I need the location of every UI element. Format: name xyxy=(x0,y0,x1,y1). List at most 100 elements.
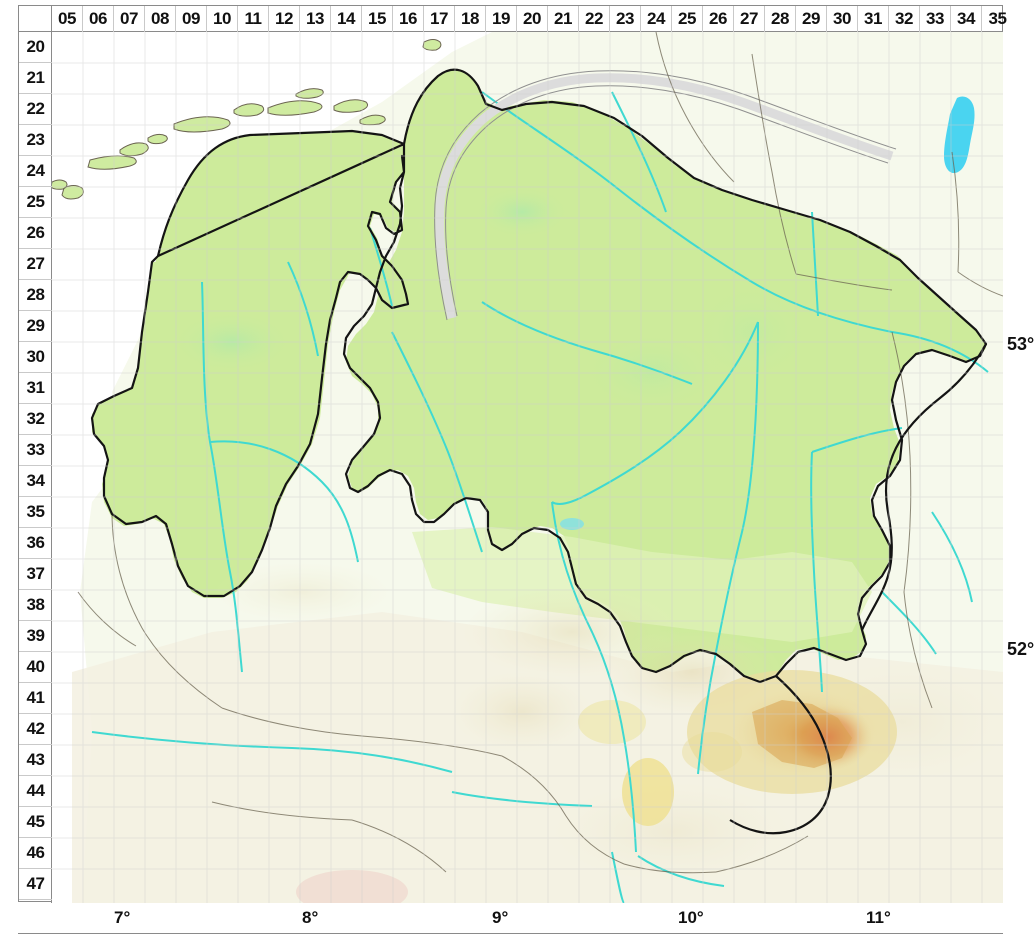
island-small-far-w xyxy=(52,179,68,190)
row-label-26: 26 xyxy=(19,218,52,249)
state-border-harz-south xyxy=(729,675,832,835)
row-label-30: 30 xyxy=(19,342,52,373)
col-label-13: 13 xyxy=(300,6,331,32)
valley-yellow-3 xyxy=(682,732,742,772)
row-label-34: 34 xyxy=(19,466,52,497)
row-label-31: 31 xyxy=(19,373,52,404)
row-label-23: 23 xyxy=(19,125,52,156)
row-label-22: 22 xyxy=(19,94,52,125)
row-label-45: 45 xyxy=(19,807,52,838)
bottom-frame-rule xyxy=(18,933,1003,934)
river-elbe-side xyxy=(891,331,989,373)
river-ems xyxy=(201,281,243,673)
col-label-22: 22 xyxy=(579,6,610,32)
river-leine xyxy=(697,321,759,775)
river-small-ne xyxy=(811,427,903,453)
lon-label-9: 9° xyxy=(492,908,509,927)
state-border-east-segment xyxy=(860,343,987,631)
island-neuwerk xyxy=(422,39,442,51)
river-coast-1 xyxy=(287,261,319,357)
lon-label-10: 10° xyxy=(678,908,704,927)
river-hunte xyxy=(391,331,483,553)
tan-patch-teutoburg xyxy=(212,562,392,622)
col-label-09: 09 xyxy=(176,6,207,32)
col-label-16: 16 xyxy=(393,6,424,32)
lowland-light-green-wash xyxy=(412,527,872,642)
lat-label-53: 53° xyxy=(1007,334,1035,354)
marsh-blob-geest xyxy=(692,282,812,382)
col-label-28: 28 xyxy=(765,6,796,32)
river-aller xyxy=(551,321,759,505)
island-langeoog xyxy=(173,116,231,133)
col-label-12: 12 xyxy=(269,6,300,32)
elbe-estuary-channel xyxy=(435,73,894,319)
col-label-33: 33 xyxy=(920,6,951,32)
col-label-14: 14 xyxy=(331,6,362,32)
river-lippe xyxy=(91,731,453,773)
row-label-47: 47 xyxy=(19,869,52,900)
col-label-31: 31 xyxy=(858,6,889,32)
col-label-06: 06 xyxy=(83,6,114,32)
island-borkum xyxy=(61,185,84,200)
row-label-29: 29 xyxy=(19,311,52,342)
river-oker xyxy=(810,451,823,693)
row-label-35: 35 xyxy=(19,497,52,528)
river-network xyxy=(91,91,989,903)
marsh-blob-lueneburg xyxy=(474,186,570,238)
col-label-08: 08 xyxy=(145,6,176,32)
col-label-07: 07 xyxy=(114,6,145,32)
row-label-20: 20 xyxy=(19,32,52,63)
island-juist xyxy=(87,155,137,170)
col-label-34: 34 xyxy=(951,6,982,32)
col-label-26: 26 xyxy=(703,6,734,32)
col-label-17: 17 xyxy=(424,6,455,32)
row-label-44: 44 xyxy=(19,776,52,807)
island-knechtsand xyxy=(359,114,386,126)
east-frisian-islands xyxy=(52,39,442,200)
row-label-28: 28 xyxy=(19,280,52,311)
tan-patch-sollingn xyxy=(452,672,592,752)
river-hase xyxy=(209,440,359,563)
row-label-40: 40 xyxy=(19,652,52,683)
elbe-estuary-outline-b xyxy=(445,85,889,317)
col-label-11: 11 xyxy=(238,6,269,32)
inner-grid-overlay xyxy=(52,32,1003,903)
row-label-39: 39 xyxy=(19,621,52,652)
island-baltrum xyxy=(147,133,168,145)
row-label-46: 46 xyxy=(19,838,52,869)
col-label-30: 30 xyxy=(827,6,858,32)
row-label-33: 33 xyxy=(19,435,52,466)
col-label-27: 27 xyxy=(734,6,765,32)
column-header-strip: 05 06 07 08 09 10 11 12 13 14 15 16 17 1… xyxy=(19,6,1007,32)
row-label-43: 43 xyxy=(19,745,52,776)
row-label-37: 37 xyxy=(19,559,52,590)
marsh-blob-weser xyxy=(582,332,722,412)
district-borders xyxy=(77,32,1003,874)
lat-label-52: 52° xyxy=(1007,639,1035,659)
river-small-se2 xyxy=(881,591,937,655)
row-label-24: 24 xyxy=(19,156,52,187)
row-label-42: 42 xyxy=(19,714,52,745)
col-label-05: 05 xyxy=(52,6,83,32)
valley-yellow-1 xyxy=(622,758,674,826)
grid-frame: 05 06 07 08 09 10 11 12 13 14 15 16 17 1… xyxy=(18,5,1007,903)
row-label-36: 36 xyxy=(19,528,52,559)
valley-pink-1 xyxy=(296,870,408,903)
col-label-18: 18 xyxy=(455,6,486,32)
lake-schweriner-see xyxy=(944,96,975,174)
river-small-n xyxy=(811,211,819,317)
row-label-32: 32 xyxy=(19,404,52,435)
island-mellum xyxy=(333,99,368,113)
col-label-35: 35 xyxy=(988,9,1007,28)
col-label-25: 25 xyxy=(672,6,703,32)
elbe-estuary-outline-a xyxy=(434,70,897,321)
lower-saxony-state-border xyxy=(90,68,988,684)
marsh-blob-emsland xyxy=(172,312,292,372)
map-svg[interactable] xyxy=(52,32,1003,903)
valley-yellow-2 xyxy=(578,700,646,744)
map-canvas[interactable] xyxy=(52,32,1003,903)
col-label-24: 24 xyxy=(641,6,672,32)
col-label-21: 21 xyxy=(548,6,579,32)
header-corner-cell xyxy=(19,6,52,32)
